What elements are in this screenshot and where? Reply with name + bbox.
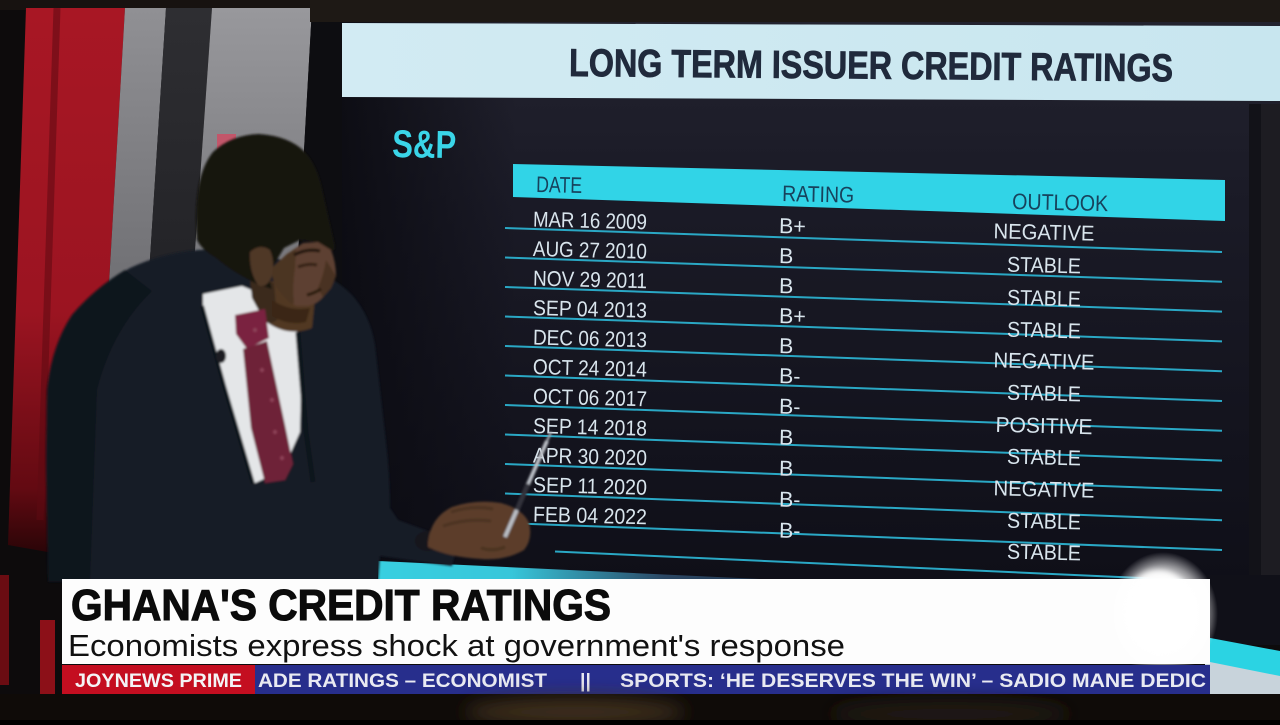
svg-text:FEB 04 2022: FEB 04 2022 [533,503,648,530]
svg-text:MAR 16 2009: MAR 16 2009 [533,208,648,235]
svg-text:OCT 24 2014: OCT 24 2014 [533,355,648,382]
svg-text:NEGATIVE: NEGATIVE [993,348,1095,374]
svg-text:STABLE: STABLE [1007,540,1082,566]
svg-text:B: B [779,457,794,481]
svg-text:B-: B- [779,364,801,389]
svg-text:B: B [779,274,794,298]
svg-text:AUG 27 2010: AUG 27 2010 [533,237,648,264]
svg-text:NEGATIVE: NEGATIVE [993,219,1095,245]
svg-text:LONG TERM ISSUER CREDIT RATING: LONG TERM ISSUER CREDIT RATINGS [569,42,1173,90]
svg-text:NEGATIVE: NEGATIVE [993,476,1095,502]
svg-text:DEC 06 2013: DEC 06 2013 [533,326,648,353]
svg-text:B+: B+ [779,304,806,329]
svg-text:B+: B+ [779,214,806,239]
svg-text:OUTLOOK: OUTLOOK [1012,189,1109,216]
svg-text:STABLE: STABLE [1007,318,1082,344]
svg-text:STABLE: STABLE [1007,286,1082,312]
svg-text:JOYNEWS PRIME: JOYNEWS PRIME [75,670,242,692]
svg-text:POSITIVE: POSITIVE [995,413,1093,439]
svg-text:ADE RATINGS – ECONOMIST: ADE RATINGS – ECONOMIST [258,670,547,692]
svg-text:STABLE: STABLE [1007,509,1082,535]
svg-text:NOV 29 2011: NOV 29 2011 [533,267,648,294]
svg-text:SEP 14 2018: SEP 14 2018 [533,414,648,441]
svg-text:B-: B- [779,519,801,544]
svg-text:APR 30 2020: APR 30 2020 [533,444,648,471]
svg-text:SEP 04 2013: SEP 04 2013 [533,296,648,323]
svg-text:STABLE: STABLE [1007,253,1082,279]
svg-text:STABLE: STABLE [1007,445,1082,471]
svg-text:OCT 06 2017: OCT 06 2017 [533,385,648,412]
svg-text:B: B [779,426,794,450]
svg-text:B: B [779,244,794,268]
svg-text:RATING: RATING [782,181,855,208]
svg-text:B-: B- [779,395,801,420]
svg-text:SPORTS: ‘HE DESERVES THE WIN’: SPORTS: ‘HE DESERVES THE WIN’ – SADIO MA… [620,670,1206,692]
svg-text:Economists express shock at go: Economists express shock at government's… [68,628,845,663]
svg-text:B: B [779,334,794,358]
svg-text:||: || [580,670,591,692]
svg-text:B-: B- [779,488,801,513]
svg-text:GHANA'S CREDIT RATINGS: GHANA'S CREDIT RATINGS [71,581,611,630]
svg-text:DATE: DATE [536,172,583,198]
svg-text:S&P: S&P [392,123,457,167]
svg-text:STABLE: STABLE [1007,381,1082,407]
svg-text:SEP 11 2020: SEP 11 2020 [533,473,648,500]
